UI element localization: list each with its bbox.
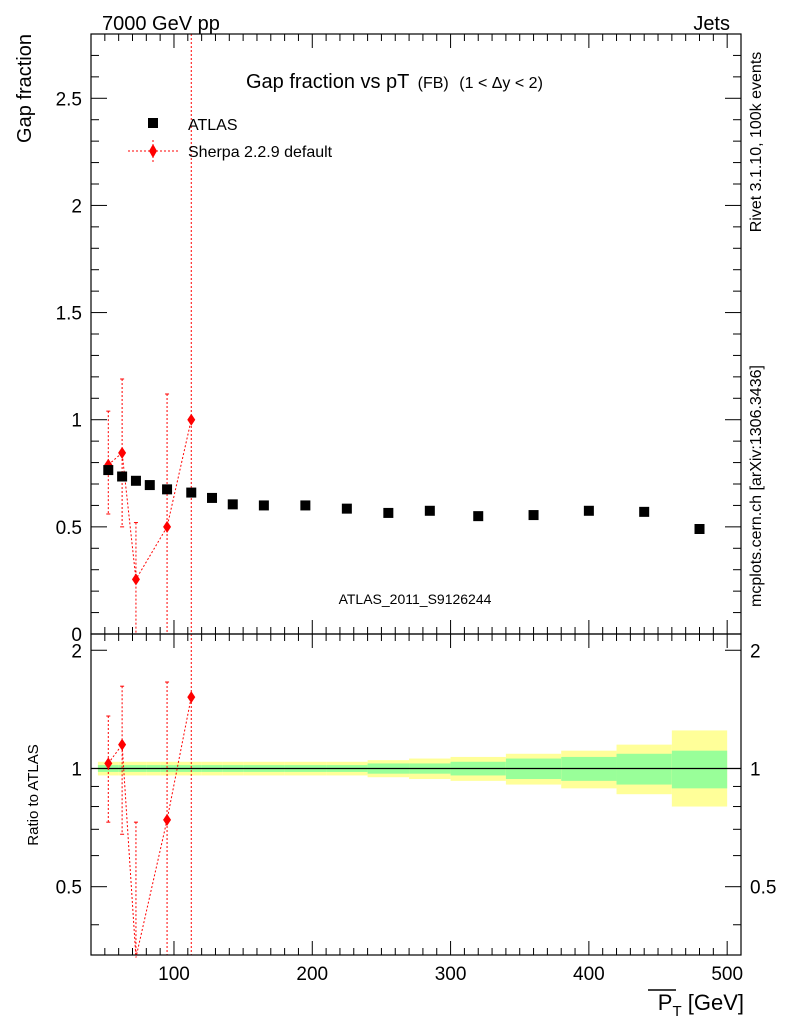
x-tick-label: 400 — [573, 964, 605, 985]
upper-panel: 0 0.5 1 1.5 2 2.5 — [56, 33, 742, 646]
x-tick-label: 200 — [296, 964, 328, 985]
atlas-data-point — [186, 487, 197, 498]
atlas-data-point — [694, 524, 705, 534]
sherpa-ratio-marker — [163, 813, 172, 826]
x-tick-label: 500 — [711, 964, 743, 985]
lower-panel: 100 200 300 400 500 0.5 0.5 1 1 2 2 — [56, 633, 776, 985]
sherpa-ratio-marker — [187, 691, 196, 704]
plot-title-range: (1 < Δy < 2) — [459, 75, 543, 92]
sherpa-upper-line — [107, 419, 192, 581]
plot-title-main: Gap fraction vs pT — [246, 71, 409, 93]
x-tick-label: 300 — [435, 964, 467, 985]
legend: ATLAS Sherpa 2.2.9 default — [128, 117, 333, 162]
sherpa-upper-marker — [131, 573, 140, 586]
atlas-data-point — [383, 507, 394, 518]
lower-y-tick-label: 0.5 — [56, 878, 82, 899]
legend-sherpa-label: Sherpa 2.2.9 default — [188, 144, 333, 161]
atlas-data-point — [424, 505, 435, 516]
ratio-band-inner — [616, 753, 672, 785]
side-label-bottom: mcplots.cern.ch [arXiv:1306.3436] — [748, 365, 765, 607]
lower-y-axis-label: Ratio to ATLAS — [25, 744, 42, 845]
lower-y-tick-label-right: 0.5 — [750, 878, 776, 899]
plot-title-sub: (FB) — [418, 75, 449, 92]
sherpa-ratio-marker — [118, 738, 127, 751]
lower-y-tick-label-right: 1 — [750, 759, 761, 780]
atlas-data-point — [528, 510, 539, 521]
ratio-band-inner — [671, 750, 728, 789]
lower-y-tick-label-right: 2 — [750, 641, 761, 662]
sherpa-upper-marker — [163, 520, 172, 533]
upper-y-tick-label: 1 — [71, 411, 82, 432]
plot-title: Gap fraction vs pT (FB) (1 < Δy < 2) — [246, 71, 543, 93]
upper-data-series — [103, 465, 705, 534]
upper-y-tick-label: 0 — [71, 625, 82, 646]
header-left: 7000 GeV pp — [102, 13, 220, 35]
atlas-data-point — [473, 511, 484, 522]
lower-frame — [90, 633, 742, 956]
atlas-data-point — [103, 465, 114, 476]
header-right: Jets — [693, 13, 730, 35]
sherpa-upper-marker — [187, 413, 196, 426]
atlas-data-point — [130, 475, 141, 486]
watermark-label: ATLAS_2011_S9126244 — [339, 591, 492, 607]
atlas-data-point — [258, 500, 269, 511]
legend-sherpa-marker — [149, 144, 157, 158]
atlas-data-point — [162, 484, 173, 495]
atlas-data-point — [341, 503, 352, 514]
atlas-data-point — [639, 506, 650, 517]
sherpa-ratio-line — [107, 696, 192, 958]
side-label-top: Rivet 3.1.10, 100k events — [748, 52, 765, 233]
lower-ticks: 100 200 300 400 500 0.5 0.5 1 1 2 2 — [56, 634, 776, 985]
upper-y-tick-label: 2.5 — [56, 89, 82, 110]
atlas-data-point — [117, 471, 128, 482]
sherpa-upper-marker — [118, 446, 127, 459]
upper-ticks: 0 0.5 1 1.5 2 2.5 — [56, 33, 741, 646]
lower-y-tick-label: 2 — [71, 641, 82, 662]
upper-y-tick-label: 1.5 — [56, 304, 82, 325]
x-tick-label: 100 — [158, 964, 190, 985]
upper-y-tick-label: 2 — [71, 196, 82, 217]
upper-y-axis-label: Gap fraction — [14, 34, 36, 143]
atlas-data-point — [227, 499, 238, 510]
sherpa-ratio-marker — [104, 757, 113, 770]
x-axis-label-subscript: T — [672, 1003, 681, 1020]
atlas-data-point — [207, 492, 218, 503]
legend-atlas-label: ATLAS — [188, 117, 238, 134]
x-axis-label: PT [GeV] — [658, 990, 744, 1020]
atlas-data-point — [144, 480, 155, 491]
x-axis-label-symbol: P — [658, 990, 673, 1015]
upper-y-tick-label: 0.5 — [56, 518, 82, 539]
x-axis-label-unit: [GeV] — [682, 990, 744, 1015]
legend-atlas-marker — [148, 118, 158, 128]
lower-y-tick-label: 1 — [71, 759, 82, 780]
lower-mc-series — [104, 634, 196, 958]
atlas-data-point — [583, 505, 594, 516]
atlas-data-point — [300, 500, 311, 511]
